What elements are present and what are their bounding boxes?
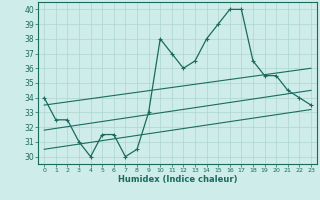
X-axis label: Humidex (Indice chaleur): Humidex (Indice chaleur) bbox=[118, 175, 237, 184]
